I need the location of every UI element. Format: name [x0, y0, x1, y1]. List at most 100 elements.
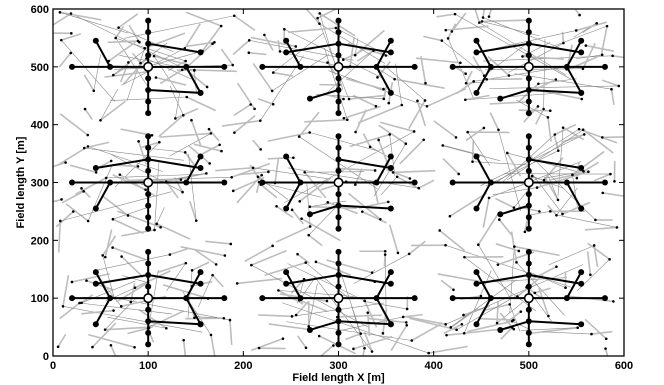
- sensor-node: [370, 350, 374, 353]
- backbone-trunk: [148, 274, 201, 285]
- sensor-node: [417, 186, 421, 190]
- backbone-trunk: [285, 182, 302, 210]
- sensor-link: [118, 13, 139, 29]
- sensor-node: [455, 328, 458, 332]
- relay-node: [563, 295, 570, 302]
- sensor-uplink: [123, 15, 235, 39]
- sink-node: [333, 61, 344, 72]
- sensor-node: [275, 204, 278, 208]
- sensor-node: [440, 39, 444, 42]
- sensor-uplink: [319, 23, 386, 64]
- relay-node: [487, 295, 494, 302]
- x-axis-label: Field length X [m]: [292, 372, 385, 384]
- sensor-node: [337, 83, 341, 87]
- sensor-node: [594, 218, 597, 222]
- relay-node: [525, 156, 532, 163]
- sensor-node: [556, 149, 560, 152]
- backbone-trunk: [338, 320, 391, 326]
- sensor-link: [191, 261, 210, 272]
- sensor-node: [462, 331, 466, 335]
- sensor-link: [107, 40, 139, 44]
- sensor-link: [298, 299, 328, 312]
- sensor-node: [376, 76, 379, 79]
- sensor-uplink: [445, 244, 572, 288]
- sensor-link: [127, 327, 150, 335]
- sensor-node: [193, 316, 196, 320]
- sensor-link: [53, 198, 62, 203]
- relay-node: [92, 37, 99, 44]
- backbone-trunk: [95, 158, 149, 170]
- sensor-node: [314, 260, 318, 264]
- sensor-node: [71, 210, 75, 213]
- sensor-link: [175, 107, 199, 120]
- sensor-node: [605, 24, 609, 28]
- sensor-uplink: [126, 48, 145, 101]
- sensor-uplink: [491, 128, 580, 186]
- sensor-node: [247, 39, 251, 42]
- relay-node: [145, 40, 152, 47]
- sensor-uplink: [187, 270, 193, 318]
- sensor-node: [423, 99, 427, 102]
- sensor-link: [610, 89, 615, 106]
- sensor-uplink: [530, 272, 566, 289]
- sensor-node: [302, 277, 306, 281]
- sensor-node: [137, 140, 140, 143]
- relay-node: [197, 280, 204, 287]
- sensor-node: [86, 219, 90, 223]
- sensor-uplink: [383, 64, 426, 101]
- sensor-node: [231, 63, 235, 67]
- sensor-node: [223, 254, 227, 257]
- relay-node: [335, 40, 342, 47]
- relay-node: [145, 144, 152, 151]
- sensor-link: [185, 11, 222, 27]
- sensor-node: [562, 41, 565, 45]
- sensor-node: [441, 144, 445, 147]
- sensor-uplink: [271, 53, 330, 92]
- sensor-link: [361, 210, 387, 224]
- sensor-node: [260, 173, 264, 177]
- sensor-link: [59, 113, 89, 136]
- sensor-node: [180, 68, 184, 72]
- sensor-link: [562, 201, 591, 215]
- sensor-node: [86, 133, 90, 137]
- sensor-link: [601, 79, 620, 87]
- sensor-link: [504, 311, 522, 325]
- sensor-link: [122, 57, 148, 85]
- sensor-node: [578, 13, 581, 17]
- sensor-node: [150, 134, 154, 137]
- sensor-node: [507, 74, 511, 77]
- sensor-node: [460, 322, 464, 326]
- sensor-node: [294, 45, 298, 48]
- sensor-uplink: [548, 245, 595, 266]
- sensor-node: [58, 219, 62, 223]
- backbone-trunk: [338, 42, 392, 54]
- sensor-uplink: [106, 173, 204, 179]
- sensor-uplink: [488, 161, 582, 199]
- sensor-uplink: [118, 27, 174, 53]
- sensor-uplink: [369, 146, 390, 158]
- sensor-uplink: [281, 302, 429, 354]
- y-tick-label: 500: [31, 62, 49, 74]
- y-tick-label: 300: [31, 178, 49, 190]
- sensor-link: [393, 169, 436, 174]
- backbone-trunk: [95, 274, 149, 285]
- sensor-link: [102, 195, 129, 217]
- relay-node: [297, 295, 304, 302]
- backbone-trunk: [148, 88, 201, 94]
- sensor-link: [349, 133, 390, 148]
- sensor-node: [193, 68, 196, 72]
- sensor-uplink: [464, 256, 537, 312]
- sensor-link: [244, 245, 274, 262]
- sensor-link: [257, 97, 274, 105]
- sensor-link: [602, 192, 624, 197]
- relay-node: [335, 133, 342, 140]
- sensor-node: [377, 138, 380, 142]
- sink-node: [143, 177, 154, 188]
- sensor-link: [273, 71, 294, 77]
- relay-node: [473, 321, 480, 328]
- relay-node: [259, 179, 266, 186]
- sensor-node: [347, 97, 351, 101]
- sensor-uplink: [102, 255, 116, 300]
- sensor-link: [446, 332, 465, 336]
- sensor-node: [298, 200, 302, 203]
